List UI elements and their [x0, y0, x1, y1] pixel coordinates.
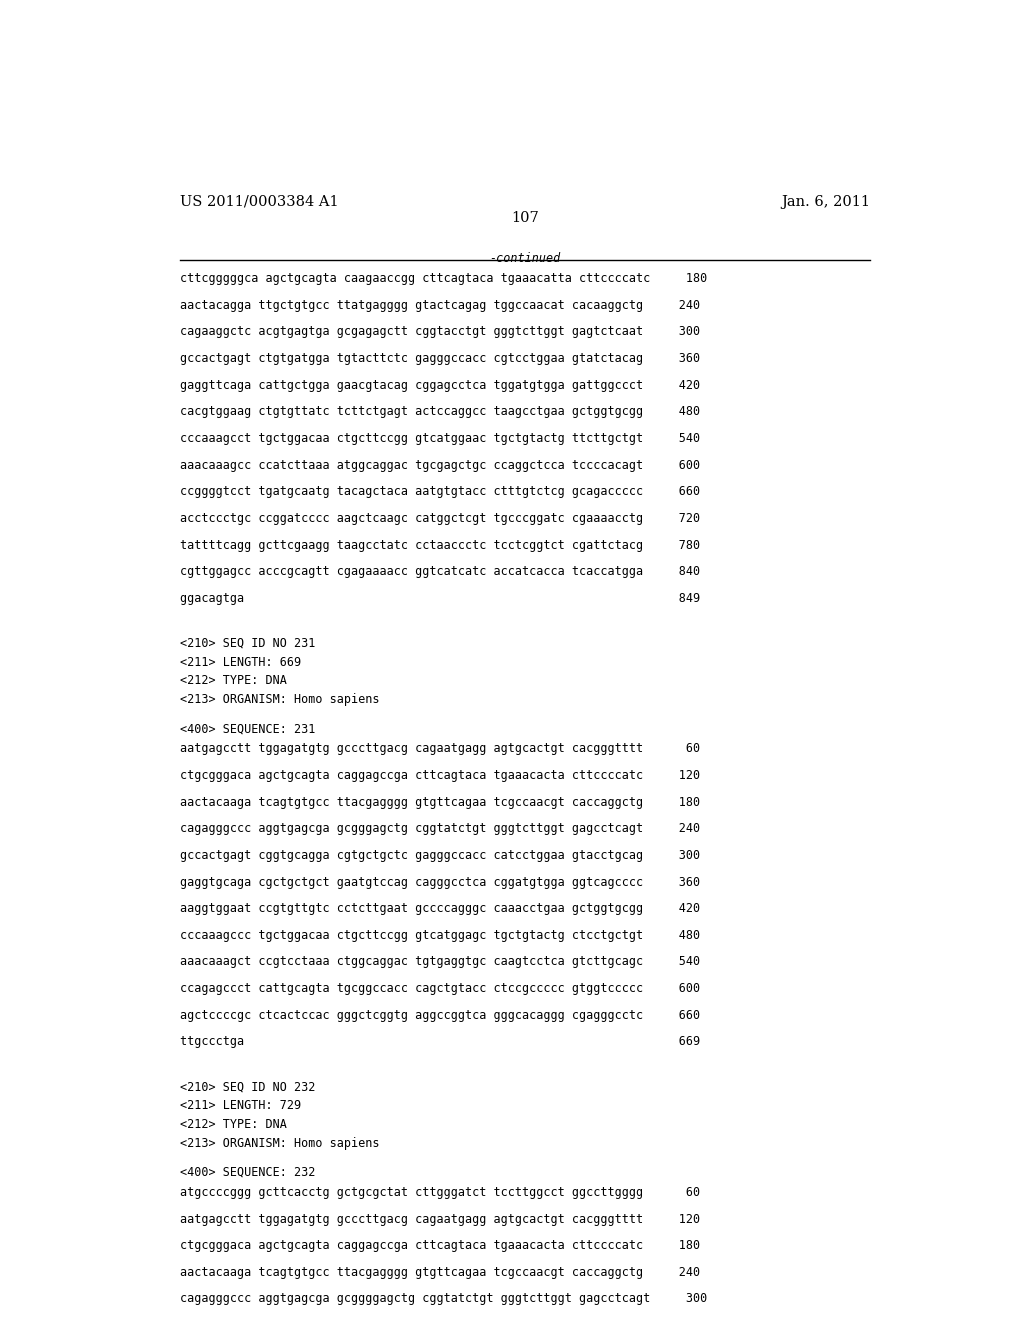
Text: <211> LENGTH: 729: <211> LENGTH: 729 [179, 1100, 301, 1111]
Text: <213> ORGANISM: Homo sapiens: <213> ORGANISM: Homo sapiens [179, 1137, 379, 1150]
Text: 107: 107 [511, 211, 539, 226]
Text: cttcgggggca agctgcagta caagaaccgg cttcagtaca tgaaacatta cttccccatc     180: cttcgggggca agctgcagta caagaaccgg cttcag… [179, 272, 707, 285]
Text: ccagagccct cattgcagta tgcggccacc cagctgtacc ctccgccccc gtggtccccc     600: ccagagccct cattgcagta tgcggccacc cagctgt… [179, 982, 699, 995]
Text: <212> TYPE: DNA: <212> TYPE: DNA [179, 1118, 287, 1131]
Text: aatgagcctt tggagatgtg gcccttgacg cagaatgagg agtgcactgt cacgggtttt     120: aatgagcctt tggagatgtg gcccttgacg cagaatg… [179, 1213, 699, 1225]
Text: gaggttcaga cattgctgga gaacgtacag cggagcctca tggatgtgga gattggccct     420: gaggttcaga cattgctgga gaacgtacag cggagcc… [179, 379, 699, 392]
Text: Jan. 6, 2011: Jan. 6, 2011 [781, 195, 870, 209]
Text: cagaaggctc acgtgagtga gcgagagctt cggtacctgt gggtcttggt gagtctcaat     300: cagaaggctc acgtgagtga gcgagagctt cggtacc… [179, 326, 699, 338]
Text: aactacaaga tcagtgtgcc ttacgagggg gtgttcagaa tcgccaacgt caccaggctg     240: aactacaaga tcagtgtgcc ttacgagggg gtgttca… [179, 1266, 699, 1279]
Text: cccaaagccc tgctggacaa ctgcttccgg gtcatggagc tgctgtactg ctcctgctgt     480: cccaaagccc tgctggacaa ctgcttccgg gtcatgg… [179, 929, 699, 942]
Text: <400> SEQUENCE: 231: <400> SEQUENCE: 231 [179, 722, 315, 735]
Text: <212> TYPE: DNA: <212> TYPE: DNA [179, 675, 287, 688]
Text: -continued: -continued [489, 252, 560, 265]
Text: <400> SEQUENCE: 232: <400> SEQUENCE: 232 [179, 1166, 315, 1179]
Text: aaacaaagct ccgtcctaaa ctggcaggac tgtgaggtgc caagtcctca gtcttgcagc     540: aaacaaagct ccgtcctaaa ctggcaggac tgtgagg… [179, 956, 699, 969]
Text: aactacagga ttgctgtgcc ttatgagggg gtactcagag tggccaacat cacaaggctg     240: aactacagga ttgctgtgcc ttatgagggg gtactca… [179, 298, 699, 312]
Text: aatgagcctt tggagatgtg gcccttgacg cagaatgagg agtgcactgt cacgggtttt      60: aatgagcctt tggagatgtg gcccttgacg cagaatg… [179, 742, 699, 755]
Text: acctccctgc ccggatcccc aagctcaagc catggctcgt tgcccggatc cgaaaacctg     720: acctccctgc ccggatcccc aagctcaagc catggct… [179, 512, 699, 525]
Text: gccactgagt cggtgcagga cgtgctgctc gagggccacc catcctggaa gtacctgcag     300: gccactgagt cggtgcagga cgtgctgctc gagggcc… [179, 849, 699, 862]
Text: ggacagtga                                                             849: ggacagtga 849 [179, 591, 699, 605]
Text: aaacaaagcc ccatcttaaa atggcaggac tgcgagctgc ccaggctcca tccccacagt     600: aaacaaagcc ccatcttaaa atggcaggac tgcgagc… [179, 458, 699, 471]
Text: US 2011/0003384 A1: US 2011/0003384 A1 [179, 195, 338, 209]
Text: tattttcagg gcttcgaagg taagcctatc cctaaccctc tcctcggtct cgattctacg     780: tattttcagg gcttcgaagg taagcctatc cctaacc… [179, 539, 699, 552]
Text: ctgcgggaca agctgcagta caggagccga cttcagtaca tgaaacacta cttccccatc     120: ctgcgggaca agctgcagta caggagccga cttcagt… [179, 770, 699, 781]
Text: cagagggccc aggtgagcga gcgggagctg cggtatctgt gggtcttggt gagcctcagt     240: cagagggccc aggtgagcga gcgggagctg cggtatc… [179, 822, 699, 836]
Text: ctgcgggaca agctgcagta caggagccga cttcagtaca tgaaacacta cttccccatc     180: ctgcgggaca agctgcagta caggagccga cttcagt… [179, 1239, 699, 1253]
Text: ccggggtcct tgatgcaatg tacagctaca aatgtgtacc ctttgtctcg gcagaccccc     660: ccggggtcct tgatgcaatg tacagctaca aatgtgt… [179, 486, 699, 498]
Text: cccaaagcct tgctggacaa ctgcttccgg gtcatggaac tgctgtactg ttcttgctgt     540: cccaaagcct tgctggacaa ctgcttccgg gtcatgg… [179, 432, 699, 445]
Text: <213> ORGANISM: Homo sapiens: <213> ORGANISM: Homo sapiens [179, 693, 379, 706]
Text: gccactgagt ctgtgatgga tgtacttctc gagggccacc cgtcctggaa gtatctacag     360: gccactgagt ctgtgatgga tgtacttctc gagggcc… [179, 352, 699, 366]
Text: agctccccgc ctcactccac gggctcggtg aggccggtca gggcacaggg cgagggcctc     660: agctccccgc ctcactccac gggctcggtg aggccgg… [179, 1008, 699, 1022]
Text: <211> LENGTH: 669: <211> LENGTH: 669 [179, 656, 301, 668]
Text: <210> SEQ ID NO 231: <210> SEQ ID NO 231 [179, 636, 315, 649]
Text: <210> SEQ ID NO 232: <210> SEQ ID NO 232 [179, 1080, 315, 1093]
Text: cacgtggaag ctgtgttatc tcttctgagt actccaggcc taagcctgaa gctggtgcgg     480: cacgtggaag ctgtgttatc tcttctgagt actccag… [179, 405, 699, 418]
Text: aactacaaga tcagtgtgcc ttacgagggg gtgttcagaa tcgccaacgt caccaggctg     180: aactacaaga tcagtgtgcc ttacgagggg gtgttca… [179, 796, 699, 809]
Text: gaggtgcaga cgctgctgct gaatgtccag cagggcctca cggatgtgga ggtcagcccc     360: gaggtgcaga cgctgctgct gaatgtccag cagggcc… [179, 875, 699, 888]
Text: atgccccggg gcttcacctg gctgcgctat cttgggatct tccttggcct ggccttgggg      60: atgccccggg gcttcacctg gctgcgctat cttggga… [179, 1185, 699, 1199]
Text: ttgccctga                                                             669: ttgccctga 669 [179, 1035, 699, 1048]
Text: cgttggagcc acccgcagtt cgagaaaacc ggtcatcatc accatcacca tcaccatgga     840: cgttggagcc acccgcagtt cgagaaaacc ggtcatc… [179, 565, 699, 578]
Text: cagagggccc aggtgagcga gcggggagctg cggtatctgt gggtcttggt gagcctcagt     300: cagagggccc aggtgagcga gcggggagctg cggtat… [179, 1292, 707, 1305]
Text: aaggtggaat ccgtgttgtc cctcttgaat gccccagggc caaacctgaa gctggtgcgg     420: aaggtggaat ccgtgttgtc cctcttgaat gccccag… [179, 902, 699, 915]
